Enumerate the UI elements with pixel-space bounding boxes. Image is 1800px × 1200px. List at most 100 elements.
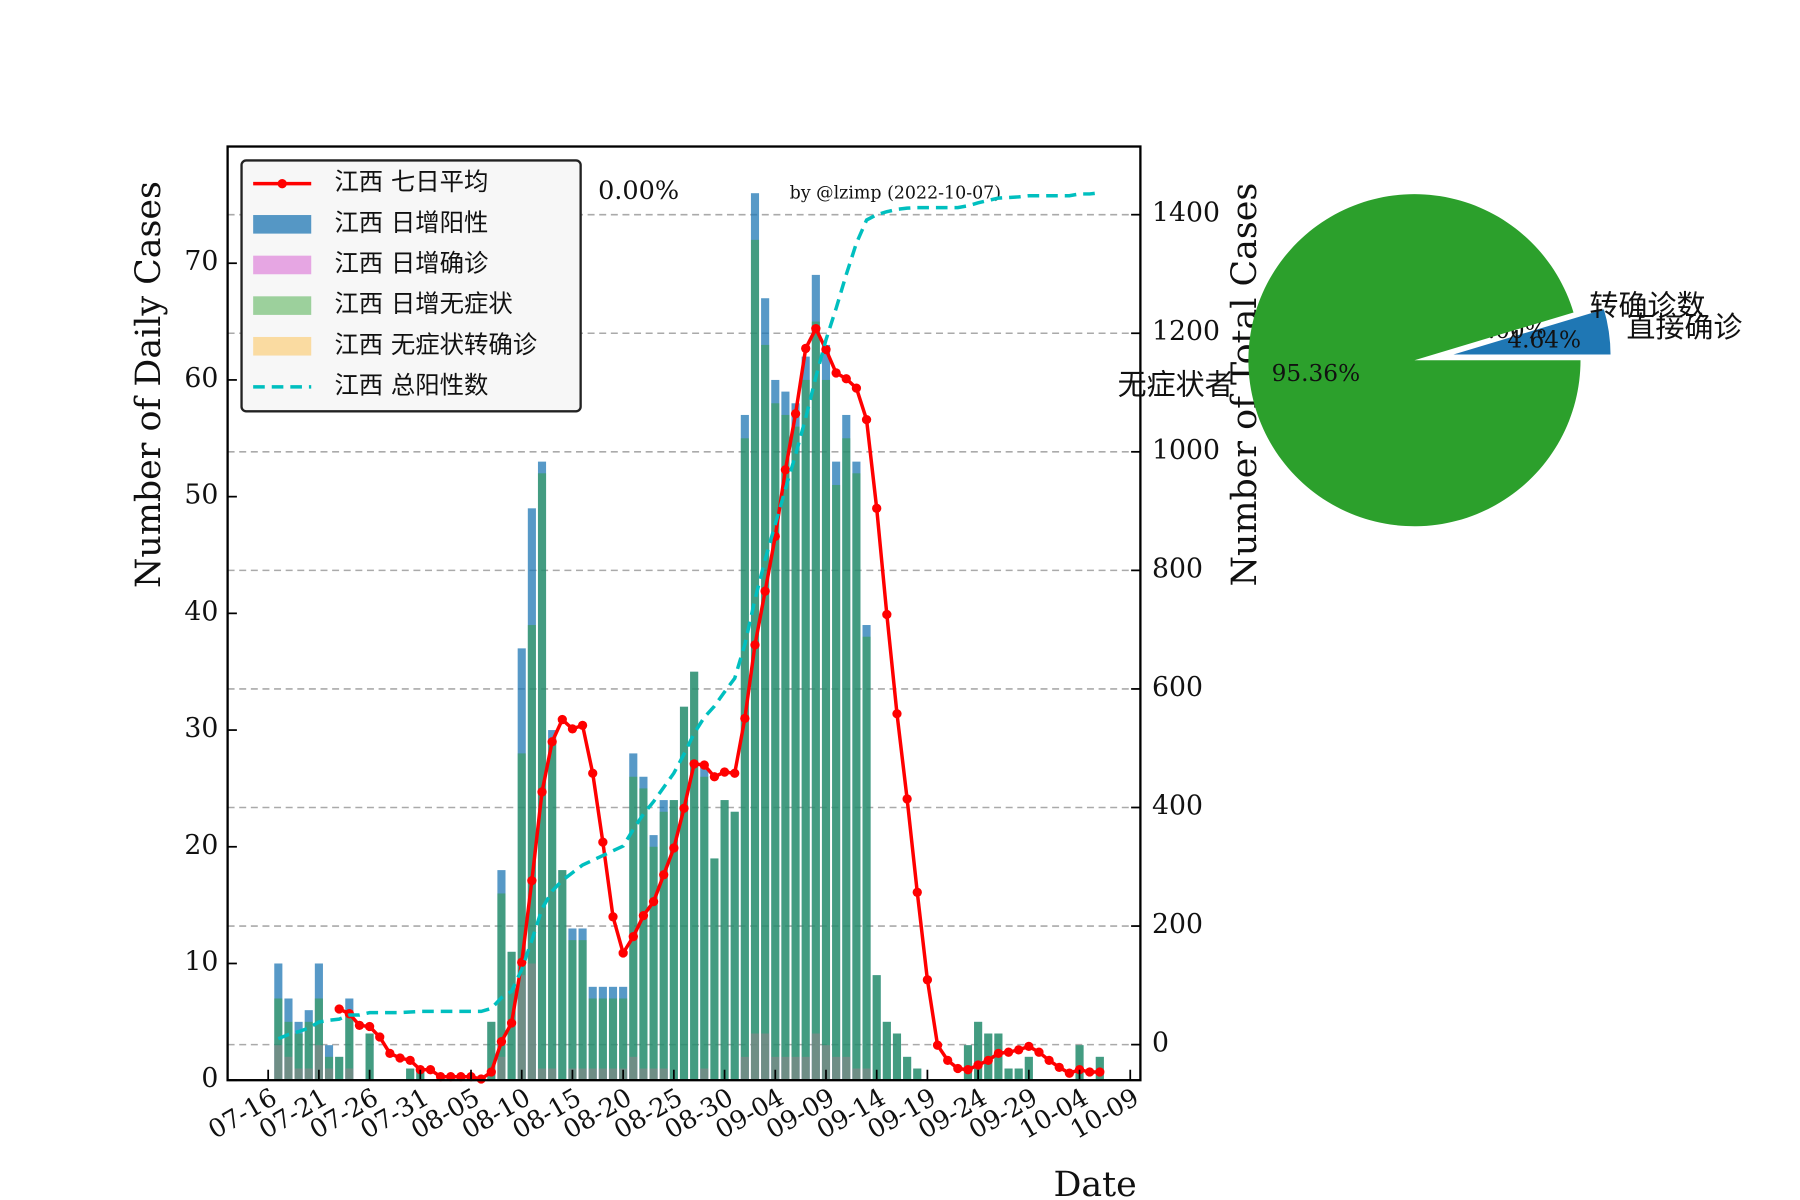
pie-value-label: 95.36%	[1272, 360, 1361, 387]
bar	[598, 986, 607, 1081]
bar	[608, 998, 618, 1081]
line-marker	[730, 768, 740, 778]
bar	[730, 811, 739, 1081]
line-marker	[831, 368, 841, 378]
line-marker	[598, 837, 608, 847]
line-marker	[1085, 1067, 1095, 1077]
bar	[588, 1068, 597, 1081]
line-marker	[354, 1020, 365, 1030]
bar	[578, 928, 587, 1081]
bar	[365, 1033, 374, 1081]
bar	[1024, 1056, 1033, 1081]
bar	[304, 1010, 313, 1081]
bar	[791, 1056, 800, 1081]
bar	[324, 1056, 334, 1081]
bar	[801, 379, 810, 1081]
line-marker	[1014, 1045, 1024, 1055]
bar	[335, 1056, 344, 1081]
bar	[801, 356, 810, 1081]
line	[277, 191, 1101, 1041]
y-tick-label: 0	[201, 1063, 218, 1094]
bar	[659, 800, 668, 1081]
line-marker	[415, 1065, 425, 1075]
bar	[852, 1068, 861, 1081]
bar	[639, 1068, 648, 1081]
bar	[497, 1056, 506, 1081]
line-marker	[638, 910, 649, 921]
bar	[791, 403, 800, 1081]
line-marker	[790, 409, 801, 419]
y-tick-label: 50	[184, 480, 218, 511]
line-marker	[364, 1021, 375, 1032]
line-marker	[922, 975, 933, 985]
bar	[608, 986, 618, 1081]
line-marker	[476, 1074, 486, 1084]
bar	[649, 1068, 658, 1081]
bar	[690, 671, 699, 1081]
line-marker	[486, 1067, 496, 1077]
bar	[974, 1021, 983, 1081]
bar	[750, 239, 760, 1081]
bar	[619, 986, 628, 1081]
bar	[882, 1021, 891, 1081]
line-marker	[963, 1065, 973, 1075]
bar	[963, 1045, 973, 1081]
bar	[578, 940, 587, 1081]
bar	[619, 998, 628, 1081]
bar	[761, 298, 770, 1081]
y2-tick-label: 600	[1152, 672, 1203, 703]
bar	[324, 1068, 334, 1081]
bar	[365, 1033, 374, 1081]
bar	[700, 776, 709, 1081]
bar	[649, 846, 658, 1081]
bar	[548, 730, 557, 1081]
bar	[284, 1021, 293, 1081]
bar	[872, 975, 881, 1081]
line-marker	[750, 640, 760, 650]
bar	[821, 344, 831, 1081]
bar	[811, 1033, 820, 1081]
bar	[517, 975, 526, 1081]
bar	[771, 1056, 780, 1081]
line-marker	[892, 709, 902, 719]
bar	[659, 811, 668, 1081]
bar	[771, 403, 780, 1081]
line-marker	[385, 1048, 395, 1058]
line-marker	[689, 759, 699, 769]
bar	[1075, 1045, 1084, 1081]
legend-label: 江西 七日平均	[334, 167, 488, 196]
line-marker	[334, 1004, 344, 1014]
bar	[497, 870, 506, 1081]
line-marker	[851, 383, 862, 393]
bar	[345, 1068, 354, 1081]
bar	[963, 1045, 973, 1081]
bar	[862, 1068, 871, 1081]
line-marker	[780, 465, 791, 475]
bar	[761, 1033, 770, 1081]
bar	[974, 1021, 983, 1081]
line-marker	[1044, 1055, 1054, 1065]
bar	[821, 1045, 831, 1081]
bar	[740, 438, 749, 1081]
bar	[852, 473, 861, 1081]
bar	[345, 1010, 354, 1081]
bar	[669, 800, 678, 1081]
y-tick-label: 10	[184, 946, 218, 977]
bar	[629, 753, 638, 1081]
bar	[892, 1033, 902, 1081]
line-marker	[659, 870, 669, 880]
y-tick-label: 30	[184, 713, 218, 744]
bar	[324, 1045, 334, 1081]
pie-value-label: 4.64%	[1507, 327, 1581, 354]
x-axis-label: Date	[1053, 1165, 1136, 1200]
line-marker	[588, 768, 598, 778]
bar	[811, 274, 820, 1081]
line-marker	[801, 343, 811, 354]
bar	[345, 998, 354, 1081]
bar	[1014, 1068, 1023, 1081]
line-marker	[699, 760, 709, 770]
bar	[720, 800, 729, 1081]
bar	[558, 870, 567, 1081]
bar	[314, 998, 323, 1081]
y-tick-label: 70	[184, 246, 218, 277]
